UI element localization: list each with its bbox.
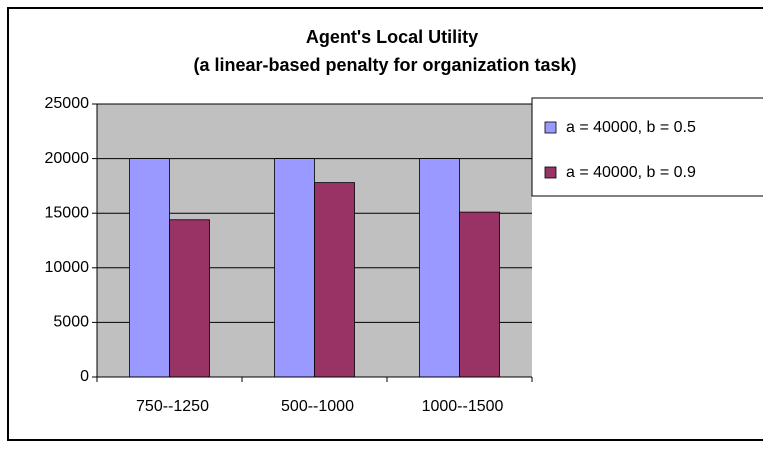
chart-title: Agent's Local Utility xyxy=(306,27,478,47)
y-tick-label: 25000 xyxy=(45,95,90,112)
legend-swatch xyxy=(544,166,557,179)
y-tick-label: 20000 xyxy=(45,150,90,167)
legend-label: a = 40000, b = 0.9 xyxy=(566,164,696,181)
bar xyxy=(129,158,170,378)
chart-subtitle: (a linear-based penalty for organization… xyxy=(193,55,576,75)
x-tick-label: 750--1250 xyxy=(136,398,209,415)
bar xyxy=(419,158,460,378)
bar xyxy=(274,158,315,378)
y-tick-label: 0 xyxy=(80,368,89,385)
x-tick-label: 1000--1500 xyxy=(422,398,504,415)
legend-swatch xyxy=(544,121,557,134)
y-tick-label: 10000 xyxy=(45,259,90,276)
legend-label: a = 40000, b = 0.5 xyxy=(566,119,696,136)
bar xyxy=(459,211,500,378)
legend-box xyxy=(531,97,763,197)
y-tick-label: 5000 xyxy=(53,314,89,331)
y-tick-label: 15000 xyxy=(45,204,90,221)
bar xyxy=(314,182,355,378)
bar xyxy=(169,219,210,378)
x-tick-label: 500--1000 xyxy=(281,398,354,415)
